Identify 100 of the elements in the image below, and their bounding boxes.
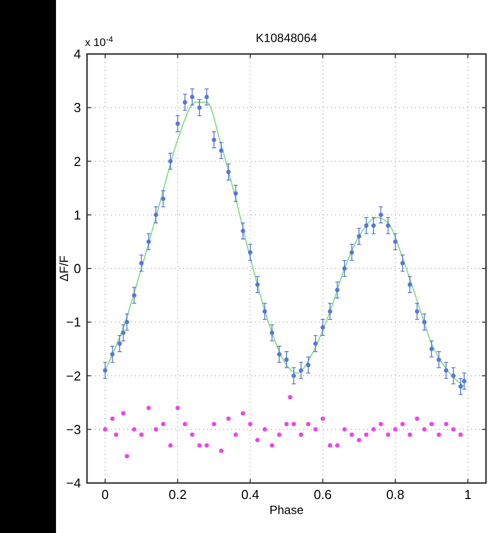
point [422, 427, 427, 432]
point [458, 384, 463, 389]
point [168, 443, 173, 448]
point [121, 330, 126, 336]
x-tick-label: 0.4 [241, 487, 260, 502]
point [154, 212, 158, 218]
point [386, 223, 390, 228]
y-tick-label: 3 [74, 100, 81, 116]
point [342, 266, 347, 271]
point [124, 320, 130, 324]
point [168, 159, 173, 164]
y-tick-label: 4 [74, 46, 81, 62]
x-tick-label: 0.8 [386, 487, 404, 502]
point [436, 432, 442, 437]
point [102, 368, 108, 373]
point [212, 138, 216, 142]
point [356, 234, 362, 239]
point [436, 357, 442, 362]
point [132, 293, 136, 298]
point [117, 341, 122, 346]
point [364, 432, 368, 437]
point [408, 432, 412, 437]
point [240, 411, 246, 416]
point [313, 427, 318, 432]
point [364, 223, 368, 228]
point [102, 427, 108, 432]
point [284, 422, 289, 426]
point [197, 105, 202, 110]
point [121, 411, 126, 416]
x-tick-label: 0.2 [168, 487, 187, 502]
point [255, 438, 260, 442]
point [320, 325, 325, 330]
point [400, 260, 405, 266]
point [328, 309, 332, 314]
point [204, 94, 209, 100]
point [371, 223, 376, 228]
x-tick-label: 1 [464, 487, 472, 502]
point [139, 260, 144, 266]
point [462, 378, 466, 384]
x-tick-label: 0.6 [314, 487, 332, 502]
point [182, 100, 188, 104]
point [422, 320, 427, 324]
point [320, 416, 325, 421]
point [414, 416, 420, 421]
y-tick-label: −1 [66, 314, 81, 330]
point [306, 422, 310, 426]
point [190, 432, 194, 437]
point [270, 443, 274, 448]
x-axis-title: Phase [269, 503, 304, 517]
point [335, 288, 340, 292]
text: x 10$^{-4}$ [85, 34, 114, 49]
point [328, 443, 332, 448]
point [306, 362, 310, 368]
point [386, 432, 390, 437]
point [393, 427, 398, 432]
point [226, 416, 231, 421]
chart-title: K10848064 [256, 31, 318, 45]
point [226, 170, 231, 174]
point [204, 443, 209, 448]
point [350, 432, 354, 437]
y-tick-label: −4 [66, 476, 81, 490]
point [342, 427, 347, 432]
point [110, 352, 115, 356]
point [444, 368, 448, 373]
point [356, 438, 362, 442]
point [146, 406, 151, 410]
point [234, 191, 238, 196]
point [451, 427, 456, 432]
point [277, 352, 282, 356]
point [429, 346, 434, 352]
point [114, 432, 118, 437]
point [429, 422, 434, 426]
point [378, 212, 384, 218]
y-tick-label: 1 [74, 207, 81, 222]
point [154, 427, 158, 432]
point [270, 330, 274, 336]
point [284, 357, 289, 362]
point [298, 432, 304, 437]
point [132, 427, 136, 432]
point [262, 427, 267, 432]
point [240, 228, 246, 234]
y-tick-label: −2 [66, 368, 81, 384]
point [197, 443, 202, 448]
point [451, 374, 456, 378]
point [444, 422, 448, 426]
point [350, 250, 354, 255]
point [393, 239, 398, 244]
point [160, 422, 166, 426]
point [408, 282, 412, 287]
point [298, 368, 304, 373]
x-tick-label: 0 [102, 487, 109, 502]
point [146, 239, 151, 244]
point [182, 422, 188, 426]
point [139, 432, 144, 437]
point [175, 406, 180, 410]
point [313, 341, 318, 346]
point [248, 250, 252, 255]
point [262, 309, 267, 314]
point [292, 374, 296, 378]
point [458, 432, 463, 437]
